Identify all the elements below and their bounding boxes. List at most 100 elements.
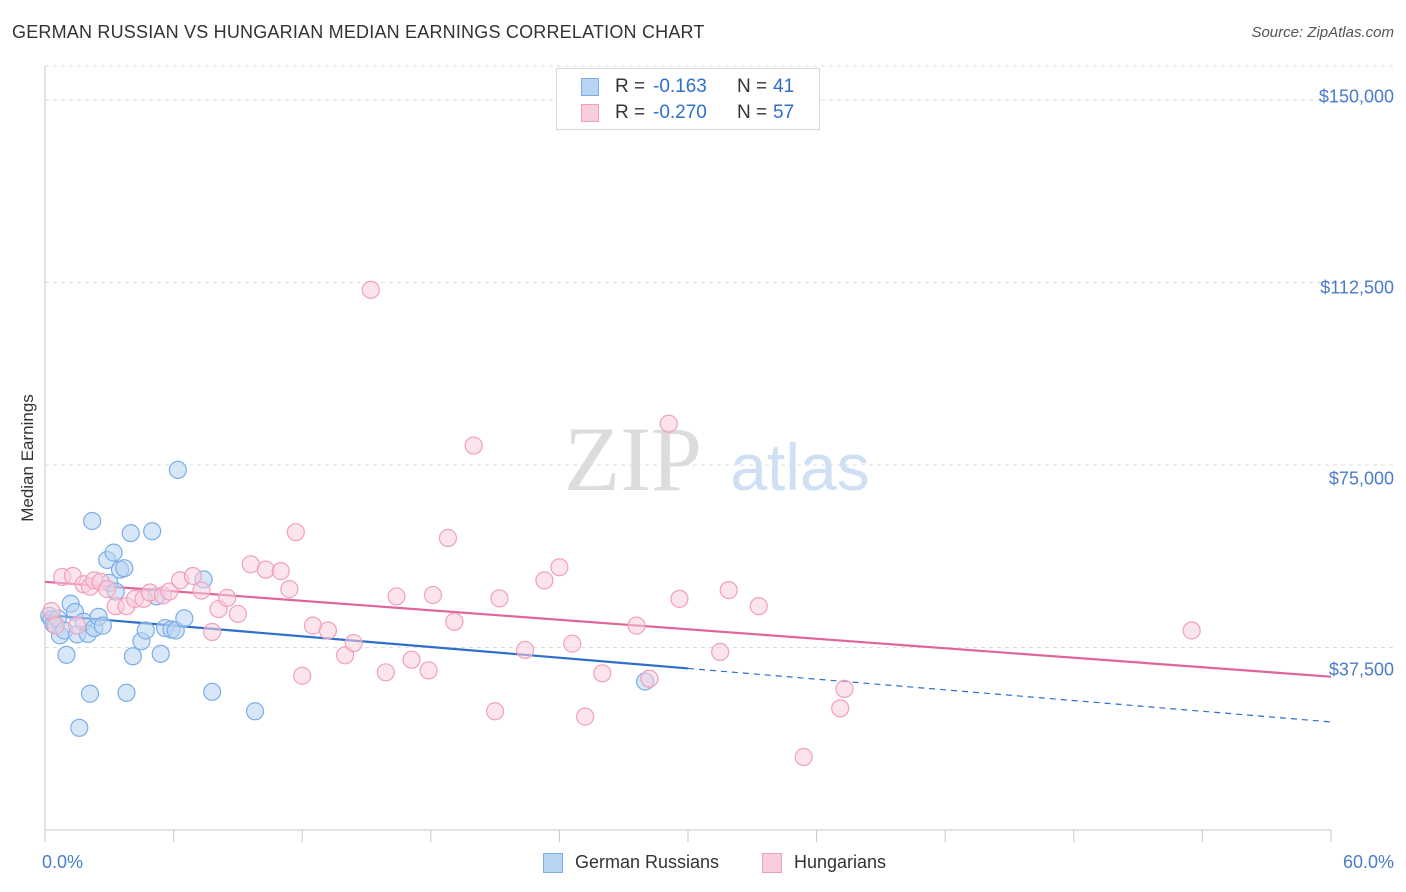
data-point-hungarian bbox=[464, 436, 483, 455]
legend-swatch-pink bbox=[762, 852, 782, 873]
data-point-german-russian bbox=[123, 647, 142, 666]
data-point-hungarian bbox=[640, 669, 659, 688]
data-point-hungarian bbox=[344, 634, 363, 653]
data-point-hungarian bbox=[516, 640, 535, 660]
data-point-hungarian bbox=[376, 663, 395, 682]
data-point-hungarian bbox=[576, 707, 595, 726]
axes bbox=[44, 66, 1332, 842]
data-point-hungarian bbox=[490, 589, 509, 608]
data-point-german-russian bbox=[104, 543, 123, 562]
trend-line-hungarians bbox=[44, 580, 1332, 678]
data-point-hungarian bbox=[423, 585, 443, 605]
data-point-german-russian bbox=[175, 609, 194, 628]
stats-legend: R = -0.163 N = 41 R = -0.270 N = 57 bbox=[556, 68, 820, 130]
series-legend: German Russians Hungarians bbox=[0, 852, 1406, 876]
data-point-hungarian bbox=[271, 562, 290, 581]
legend-r-label: R = bbox=[615, 76, 646, 97]
data-point-hungarian bbox=[438, 528, 458, 548]
data-point-hungarian bbox=[183, 566, 202, 586]
y-tick-label: $112,500 bbox=[1320, 277, 1394, 298]
data-point-hungarian bbox=[670, 589, 689, 608]
trend-lines bbox=[44, 580, 1332, 723]
data-point-hungarian bbox=[719, 580, 738, 600]
data-point-hungarian bbox=[1182, 621, 1201, 640]
data-point-hungarian bbox=[280, 580, 299, 599]
y-tick-label: $150,000 bbox=[1318, 86, 1394, 107]
data-point-hungarian bbox=[192, 581, 211, 600]
legend-row-hungarians: R = -0.270 N = 57 bbox=[581, 101, 794, 125]
watermark-atlas: atlas bbox=[730, 430, 869, 504]
legend-row-german-russians: R = -0.163 N = 41 bbox=[581, 75, 794, 99]
data-point-hungarian bbox=[835, 679, 854, 698]
legend-n-value: 57 bbox=[773, 102, 795, 123]
data-point-hungarian bbox=[831, 699, 850, 718]
data-point-german-russian bbox=[136, 621, 155, 640]
data-point-hungarian bbox=[361, 280, 380, 299]
data-point-hungarian bbox=[256, 560, 275, 579]
legend-item-german-russians[interactable]: German Russians bbox=[543, 852, 719, 873]
data-point-german-russian bbox=[93, 616, 112, 635]
legend-r-value: -0.270 bbox=[653, 102, 707, 123]
data-point-hungarian bbox=[228, 604, 247, 624]
data-point-german-russian bbox=[203, 682, 222, 701]
data-point-hungarian bbox=[46, 616, 65, 635]
legend-n-value: 41 bbox=[773, 76, 795, 97]
data-point-hungarian bbox=[293, 666, 312, 685]
data-point-hungarian bbox=[445, 612, 464, 631]
legend-label: Hungarians bbox=[794, 852, 887, 872]
data-point-german-russian bbox=[143, 522, 162, 541]
data-point-hungarian bbox=[659, 414, 678, 433]
legend-swatch-blue bbox=[581, 78, 599, 96]
y-axis-label: Median Earnings bbox=[18, 394, 37, 522]
data-point-german-russian bbox=[151, 644, 170, 663]
y-tick-label: $37,500 bbox=[1328, 659, 1394, 680]
data-point-hungarian bbox=[593, 664, 612, 683]
chart-source: Source: ZipAtlas.com bbox=[1251, 24, 1394, 41]
data-point-hungarian bbox=[486, 702, 505, 721]
data-point-hungarian bbox=[387, 587, 406, 606]
legend-n-label: N = bbox=[737, 76, 768, 97]
legend-swatch-blue bbox=[543, 852, 563, 873]
data-point-german-russian bbox=[245, 702, 265, 721]
trend-line-german-russians bbox=[44, 613, 689, 670]
x-axis-min-label: 0.0% bbox=[42, 852, 84, 872]
data-point-german-russian bbox=[115, 559, 134, 578]
x-axis-max-label: 60.0% bbox=[1342, 852, 1394, 872]
data-point-hungarian bbox=[203, 622, 222, 642]
data-point-hungarian bbox=[402, 650, 421, 669]
data-point-german-russian bbox=[70, 718, 89, 737]
data-point-hungarian bbox=[711, 642, 730, 661]
data-point-hungarian bbox=[419, 661, 438, 680]
data-point-hungarian bbox=[218, 588, 237, 607]
data-point-german-russian bbox=[117, 683, 136, 702]
data-point-german-russian bbox=[121, 524, 140, 543]
data-point-hungarian bbox=[98, 580, 117, 599]
data-point-hungarian bbox=[303, 616, 323, 635]
watermark-zip: ZIP bbox=[564, 408, 702, 510]
legend-swatch-pink bbox=[581, 104, 599, 122]
data-point-hungarian bbox=[286, 523, 305, 542]
data-points bbox=[40, 280, 1201, 767]
legend-label: German Russians bbox=[575, 852, 720, 872]
data-point-hungarian bbox=[68, 616, 87, 635]
data-point-hungarian bbox=[318, 621, 338, 640]
legend-r-label: R = bbox=[615, 102, 646, 123]
y-tick-label: $75,000 bbox=[1328, 468, 1394, 489]
data-point-hungarian bbox=[749, 597, 768, 616]
data-point-hungarian bbox=[160, 582, 179, 601]
legend-n-label: N = bbox=[737, 102, 768, 123]
data-point-hungarian bbox=[563, 634, 582, 653]
data-point-german-russian bbox=[168, 460, 187, 479]
legend-item-hungarians[interactable]: Hungarians bbox=[762, 852, 886, 873]
data-point-german-russian bbox=[57, 645, 76, 664]
data-point-hungarian bbox=[535, 571, 554, 590]
data-point-german-russian bbox=[80, 684, 100, 703]
data-point-hungarian bbox=[794, 747, 813, 767]
legend-r-value: -0.163 bbox=[653, 76, 707, 97]
watermark: ZIP atlas bbox=[564, 408, 870, 510]
data-point-hungarian bbox=[627, 616, 646, 635]
trend-line-extension bbox=[687, 667, 1332, 723]
data-point-hungarian bbox=[550, 558, 569, 577]
chart-title: GERMAN RUSSIAN VS HUNGARIAN MEDIAN EARNI… bbox=[12, 22, 705, 42]
data-point-german-russian bbox=[83, 511, 102, 531]
